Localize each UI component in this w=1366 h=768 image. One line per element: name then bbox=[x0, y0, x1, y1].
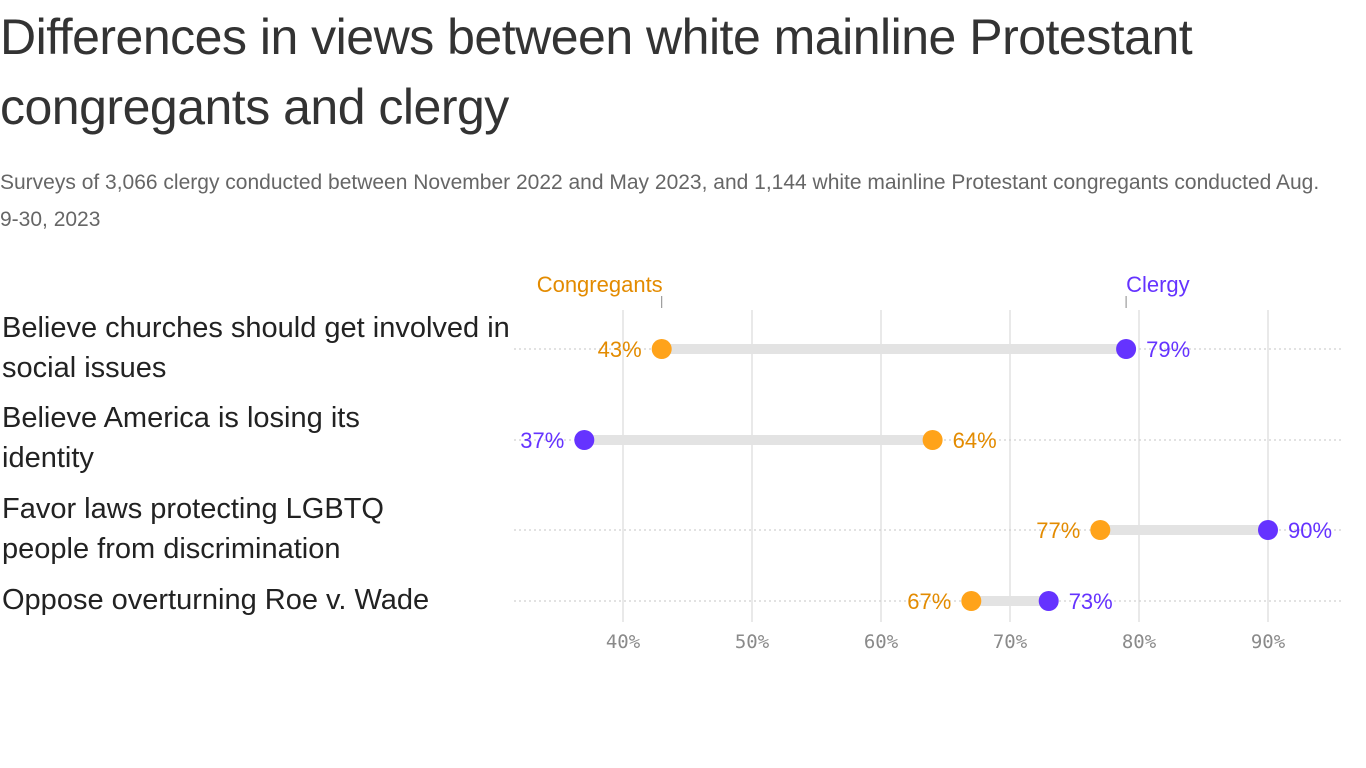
row-label: Favor laws protecting LGBTQ people from … bbox=[2, 493, 384, 565]
legend-label-clergy: Clergy bbox=[1126, 272, 1190, 297]
x-tick-label: 50% bbox=[735, 631, 770, 653]
value-label-clergy: 37% bbox=[520, 428, 564, 453]
value-label-congregants: 67% bbox=[907, 589, 951, 614]
dot-clergy bbox=[1258, 520, 1278, 540]
dot-clergy bbox=[574, 430, 595, 450]
row-label: Believe America is losing its identity bbox=[2, 402, 360, 474]
row-label: Oppose overturning Roe v. Wade bbox=[2, 584, 430, 616]
value-label-clergy: 79% bbox=[1146, 337, 1190, 362]
x-tick-label: 70% bbox=[993, 631, 1028, 653]
x-tick-label: 40% bbox=[606, 631, 641, 653]
dot-congregants bbox=[961, 591, 982, 611]
x-tick-label: 90% bbox=[1251, 631, 1286, 653]
row-label: Believe churches should get involved in … bbox=[2, 312, 510, 384]
value-label-congregants: 77% bbox=[1036, 518, 1080, 543]
dot-clergy bbox=[1038, 591, 1059, 611]
chart-title: Differences in views between white mainl… bbox=[0, 9, 1193, 135]
x-tick-label: 60% bbox=[864, 631, 899, 653]
value-label-congregants: 64% bbox=[953, 428, 997, 453]
chart-subtitle: Surveys of 3,066 clergy conducted betwee… bbox=[0, 171, 1320, 231]
x-tick-label: 80% bbox=[1122, 631, 1157, 653]
dot-congregants bbox=[651, 339, 672, 359]
dot-congregants bbox=[922, 430, 943, 450]
dot-clergy bbox=[1116, 339, 1137, 359]
dot-congregants bbox=[1090, 520, 1111, 540]
value-label-clergy: 73% bbox=[1069, 589, 1113, 614]
value-label-congregants: 43% bbox=[598, 337, 642, 362]
legend-label-congregants: Congregants bbox=[537, 272, 663, 297]
value-label-clergy: 90% bbox=[1288, 518, 1332, 543]
